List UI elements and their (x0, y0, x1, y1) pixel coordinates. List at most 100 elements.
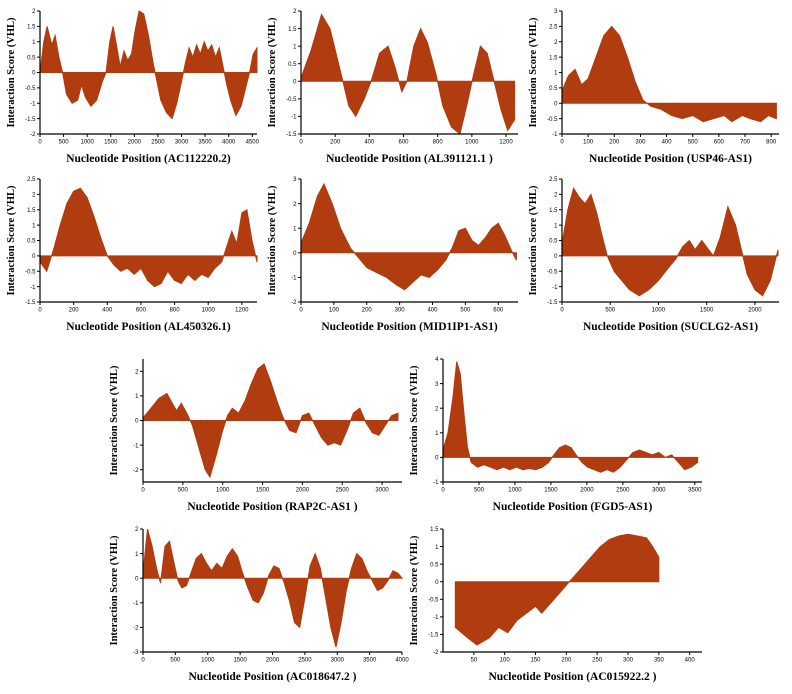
svg-text:0: 0 (441, 488, 445, 494)
svg-text:-0.5: -0.5 (547, 269, 558, 275)
chart-al450326-1: 0 200 400 600 800 1000 1200 -1.5 -1 -0.5 0 0.5 1 1.5 2… (6, 172, 264, 334)
svg-text:Interaction Score (VHL): Interaction Score (VHL) (409, 365, 420, 476)
svg-text:-2: -2 (133, 626, 139, 632)
svg-text:Nucleotide Position (SUCLG2-AS: Nucleotide Position (SUCLG2-AS1) (583, 321, 758, 333)
svg-text:0: 0 (554, 254, 558, 260)
svg-text:500: 500 (474, 488, 485, 494)
svg-text:-0.5: -0.5 (25, 269, 36, 275)
area-chart-suclg2-as1: 0 500 1000 1500 2000 -1.5 -1 -0.5 0 0.5 1 1.5 2 2.5 Nu… (528, 177, 779, 333)
svg-text:0: 0 (435, 580, 439, 586)
svg-text:1000: 1000 (465, 140, 479, 146)
svg-text:200: 200 (561, 658, 572, 664)
svg-text:1: 1 (435, 545, 439, 551)
svg-text:0.5: 0.5 (27, 239, 36, 245)
svg-text:1: 1 (32, 223, 36, 229)
chart-row-3: 0 500 1000 1500 2000 2500 3000 -2 -1 0 1 2 Nucleotid… (0, 352, 792, 514)
svg-text:0: 0 (299, 308, 303, 314)
svg-text:2: 2 (32, 9, 36, 15)
svg-text:-1: -1 (133, 601, 139, 607)
svg-text:500: 500 (605, 308, 616, 314)
svg-text:2.5: 2.5 (549, 25, 558, 31)
svg-text:300: 300 (635, 140, 646, 146)
svg-text:4000: 4000 (395, 658, 409, 664)
chart-ac112220-2: 0 500 1000 1500 2000 2500 3000 3500 4000 4500 -2 -1… (6, 4, 264, 166)
svg-text:50: 50 (470, 658, 477, 664)
svg-text:2500: 2500 (298, 658, 312, 664)
svg-text:3: 3 (435, 382, 439, 388)
svg-text:1.5: 1.5 (549, 55, 558, 61)
svg-text:200: 200 (69, 308, 80, 314)
svg-text:100: 100 (583, 140, 594, 146)
svg-text:1000: 1000 (652, 308, 666, 314)
svg-text:-1: -1 (552, 285, 558, 291)
area-chart-ac018647-2: 0 500 1000 1500 2000 2500 3000 3500 4000 -3 -2 -1 0 1… (109, 527, 409, 683)
svg-text:2000: 2000 (580, 488, 594, 494)
svg-text:700: 700 (740, 140, 751, 146)
svg-text:1000: 1000 (216, 488, 230, 494)
svg-text:0: 0 (554, 101, 558, 107)
svg-text:1: 1 (32, 40, 36, 46)
svg-text:2: 2 (293, 202, 297, 208)
svg-text:-3: -3 (133, 650, 139, 656)
svg-text:600: 600 (493, 308, 504, 314)
svg-text:2: 2 (32, 193, 36, 199)
svg-text:Nucleotide Position (AC018647.: Nucleotide Position (AC018647.2 ) (188, 671, 356, 683)
svg-text:-2: -2 (30, 132, 36, 138)
svg-text:2: 2 (293, 9, 297, 15)
svg-text:-2: -2 (133, 468, 139, 474)
svg-text:800: 800 (766, 140, 777, 146)
svg-text:1.5: 1.5 (27, 208, 36, 214)
svg-text:Nucleotide Position (AL391121.: Nucleotide Position (AL391121.1 ) (326, 153, 493, 165)
svg-text:250: 250 (592, 658, 603, 664)
svg-text:600: 600 (136, 308, 147, 314)
svg-text:400: 400 (685, 658, 696, 664)
svg-text:2: 2 (554, 40, 558, 46)
svg-text:2.5: 2.5 (27, 177, 36, 183)
svg-text:300: 300 (623, 658, 634, 664)
svg-text:-1.5: -1.5 (547, 300, 558, 306)
svg-text:Interaction Score (VHL): Interaction Score (VHL) (528, 185, 539, 296)
svg-text:800: 800 (433, 140, 444, 146)
svg-text:3000: 3000 (652, 488, 666, 494)
svg-text:-1.5: -1.5 (428, 633, 439, 639)
svg-text:1: 1 (435, 431, 439, 437)
svg-text:3500: 3500 (198, 140, 212, 146)
svg-text:1.5: 1.5 (27, 25, 36, 31)
svg-text:1: 1 (554, 223, 558, 229)
svg-text:2000: 2000 (266, 658, 280, 664)
svg-text:1500: 1500 (256, 488, 270, 494)
svg-text:350: 350 (654, 658, 665, 664)
svg-text:-1: -1 (433, 615, 439, 621)
svg-text:-1: -1 (291, 115, 297, 121)
svg-text:Nucleotide Position (FGD5-AS1): Nucleotide Position (FGD5-AS1) (493, 501, 653, 513)
chart-rap2c-as1: 0 500 1000 1500 2000 2500 3000 -2 -1 0 1 2 Nucleotid… (109, 352, 409, 514)
svg-text:Interaction Score (VHL): Interaction Score (VHL) (6, 185, 17, 296)
chart-ac018647-2: 0 500 1000 1500 2000 2500 3000 3500 4000 -3 -2 -1 0 1… (109, 522, 409, 684)
svg-text:Interaction Score (VHL): Interaction Score (VHL) (109, 535, 120, 646)
svg-text:0: 0 (560, 140, 564, 146)
svg-text:3500: 3500 (363, 658, 377, 664)
svg-text:Nucleotide Position (USP46-AS1: Nucleotide Position (USP46-AS1) (589, 153, 752, 165)
chart-usp46-as1: 0 100 200 300 400 500 600 700 800 -1 -0.5 0 0.5 1 1.5 2… (528, 4, 786, 166)
svg-text:1000: 1000 (508, 488, 522, 494)
svg-text:1500: 1500 (700, 308, 714, 314)
svg-text:2500: 2500 (151, 140, 165, 146)
svg-text:3000: 3000 (175, 140, 189, 146)
svg-text:Interaction Score (VHL): Interaction Score (VHL) (409, 535, 420, 646)
svg-text:3500: 3500 (688, 488, 702, 494)
svg-text:-1.5: -1.5 (25, 300, 36, 306)
svg-text:-2: -2 (291, 300, 297, 306)
svg-text:1200: 1200 (499, 140, 513, 146)
svg-text:Nucleotide Position (AL450326.: Nucleotide Position (AL450326.1) (66, 321, 231, 333)
svg-text:Interaction Score (VHL): Interaction Score (VHL) (267, 17, 278, 128)
svg-text:1.5: 1.5 (430, 527, 439, 533)
svg-text:Nucleotide Position (AC112220.: Nucleotide Position (AC112220.2) (66, 153, 231, 165)
svg-text:2000: 2000 (296, 488, 310, 494)
svg-text:-0.5: -0.5 (25, 86, 36, 92)
svg-text:-1: -1 (433, 480, 439, 486)
svg-text:0: 0 (141, 488, 145, 494)
svg-text:400: 400 (428, 308, 439, 314)
chart-fgd5-as1: 0 500 1000 1500 2000 2500 3000 3500 -1 0 1 2 3 4 Nucle… (409, 352, 709, 514)
svg-text:2500: 2500 (336, 488, 350, 494)
svg-text:2500: 2500 (616, 488, 630, 494)
